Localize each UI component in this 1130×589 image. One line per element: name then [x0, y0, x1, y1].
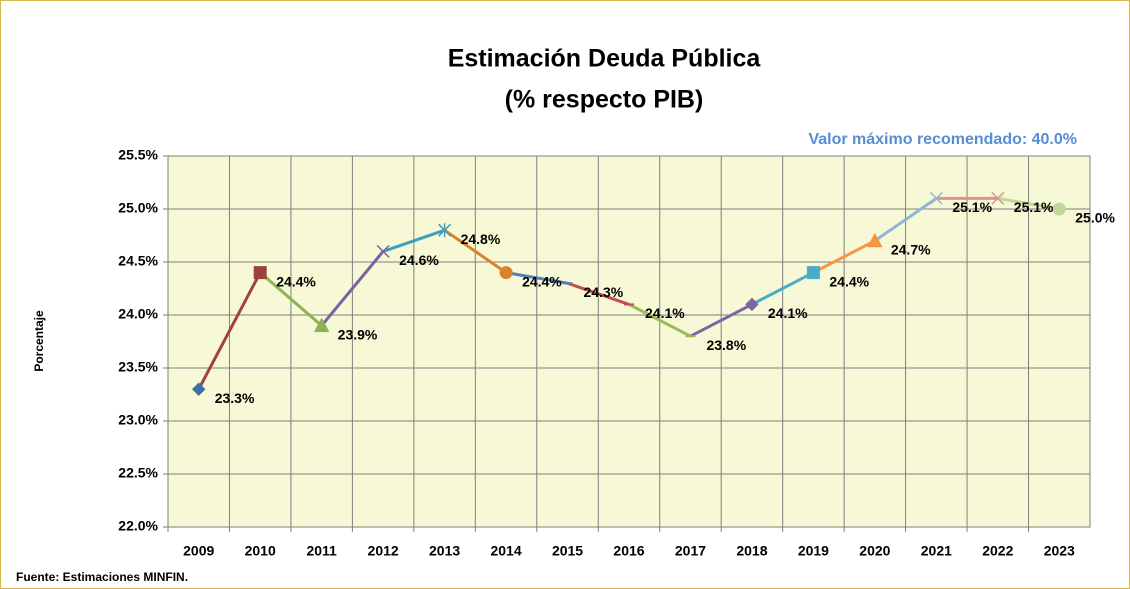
data-label: 24.7%: [891, 242, 931, 258]
data-label: 24.6%: [399, 252, 439, 268]
x-tick-label: 2019: [798, 543, 829, 559]
marker: [806, 266, 820, 280]
plot-area: [167, 155, 1091, 528]
data-label: 24.4%: [829, 273, 869, 289]
marker: [376, 244, 390, 258]
line-segment: [628, 303, 692, 338]
y-tick-label: 22.5%: [118, 465, 158, 481]
y-tick-label: 25.5%: [118, 147, 158, 163]
line-segment: [443, 228, 507, 274]
data-label: 24.4%: [522, 273, 562, 289]
data-label: 24.4%: [276, 273, 316, 289]
line-segment: [997, 196, 1060, 211]
x-tick-label: 2021: [921, 543, 952, 559]
y-tick-label: 25.0%: [118, 200, 158, 216]
x-tick-label: 2022: [982, 543, 1013, 559]
line-segment: [382, 228, 446, 253]
chart-subtitle: (% respecto PIB): [505, 86, 704, 114]
y-tick-label: 24.5%: [118, 253, 158, 269]
marker: [745, 297, 759, 312]
line-segment: [320, 250, 385, 327]
y-axis-label: Porcentaje: [32, 310, 46, 372]
data-label: 25.0%: [1075, 210, 1115, 226]
y-tick-label: 22.0%: [118, 518, 158, 534]
x-tick-label: 2015: [552, 543, 583, 559]
data-label: 23.8%: [706, 337, 746, 353]
line-segment: [751, 271, 815, 306]
marker: [991, 191, 1005, 205]
line-segment: [567, 281, 630, 306]
marker: [929, 191, 943, 205]
marker: [253, 266, 267, 280]
y-tick-label: 23.5%: [118, 359, 158, 375]
data-label: 24.8%: [461, 231, 501, 247]
source: Fuente: Estimaciones MINFIN.: [16, 570, 188, 584]
data-label: 24.3%: [584, 284, 624, 300]
marker: [438, 223, 452, 238]
x-tick-label: 2017: [675, 543, 706, 559]
annotation: Valor máximo recomendado: 40.0%: [808, 131, 1077, 148]
line-segment: [197, 271, 262, 390]
line-segment: [259, 271, 323, 327]
data-label: 23.3%: [215, 390, 255, 406]
marker: [313, 317, 330, 333]
data-label: 24.1%: [645, 305, 685, 321]
data-label: 25.1%: [952, 199, 992, 215]
marker: [867, 232, 883, 248]
x-tick-label: 2012: [368, 543, 399, 559]
data-label: 25.1%: [1014, 199, 1054, 215]
line-segment: [505, 271, 568, 285]
x-tick-label: 2014: [490, 543, 521, 559]
marker: [192, 382, 206, 396]
x-tick-label: 2023: [1044, 543, 1075, 559]
chart-title: Estimación Deuda Pública: [448, 45, 762, 73]
line-segment: [874, 197, 938, 243]
x-tick-label: 2018: [736, 543, 767, 559]
marker: [499, 266, 513, 280]
data-label: 24.1%: [768, 305, 808, 321]
x-tick-label: 2013: [429, 543, 460, 559]
y-tick-label: 24.0%: [118, 306, 158, 322]
y-tick-label: 23.0%: [118, 412, 158, 428]
x-tick-label: 2009: [183, 543, 214, 559]
marker: [1052, 202, 1066, 216]
data-label: 23.9%: [338, 326, 378, 342]
x-tick-label: 2010: [245, 543, 276, 559]
x-tick-label: 2011: [306, 543, 337, 559]
line-segment: [689, 303, 753, 338]
line-segment: [812, 239, 876, 274]
x-tick-label: 2020: [859, 543, 890, 559]
x-tick-label: 2016: [613, 543, 644, 559]
